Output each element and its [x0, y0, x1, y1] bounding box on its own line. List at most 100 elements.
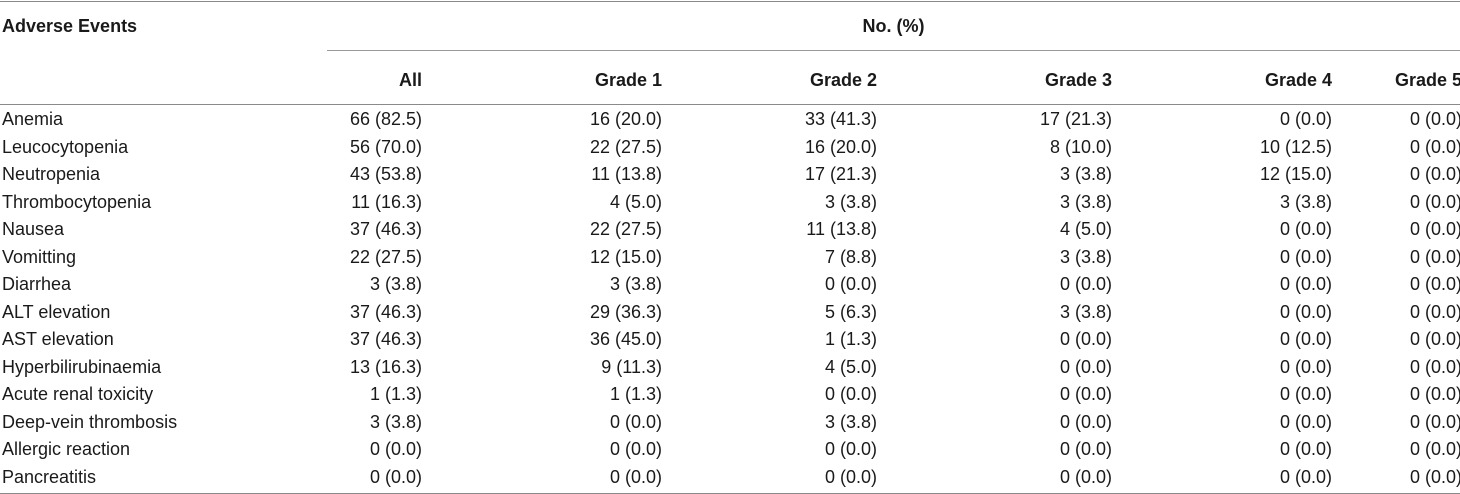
table-row: Deep-vein thrombosis 3 (3.8) 0 (0.0) 3 (3.8…	[0, 409, 1460, 437]
table-cell: 0 (0.0)	[1059, 329, 1112, 349]
row-label: Neutropenia	[2, 164, 101, 184]
row-label: Pancreatitis	[2, 466, 97, 487]
table-cell: 3 (3.8)	[824, 411, 877, 432]
table-row: Diarrhea 3 (3.8) 3 (3.8) 0 (0.0) 0 (0.0) 0 (0…	[0, 271, 1460, 299]
row-label: AST elevation	[2, 329, 114, 349]
table-cell: 4 (5.0)	[824, 356, 877, 377]
table-cell: 0 (0.0)	[1279, 384, 1332, 404]
table-cell: 0 (0.0)	[1409, 219, 1460, 239]
table-cell: 0 (0.0)	[1409, 384, 1460, 404]
table-cell: 0 (0.0)	[1409, 136, 1460, 157]
table-cell: 33 (41.3)	[804, 109, 877, 129]
table-cell: 0 (0.0)	[1059, 466, 1112, 487]
column-header-grade-1: Grade 1	[594, 69, 662, 90]
row-label: Anemia	[2, 109, 64, 129]
column-header-grade-5: Grade 5	[1394, 69, 1460, 90]
table-cell: 0 (0.0)	[609, 411, 662, 432]
table-cell: 4 (5.0)	[609, 191, 662, 212]
table-cell: 29 (36.3)	[589, 301, 662, 322]
table-cell: 3 (3.8)	[369, 411, 422, 432]
table-cell: 0 (0.0)	[1279, 274, 1332, 294]
table-row: Pancreatitis 0 (0.0) 0 (0.0) 0 (0.0) 0 (0.0)…	[0, 464, 1460, 492]
table-row: Vomitting 22 (27.5) 12 (15.0) 7 (8.8) 3 (3.8…	[0, 244, 1460, 272]
table-cell: 0 (0.0)	[1409, 329, 1460, 349]
table-cell: 0 (0.0)	[369, 439, 422, 459]
table-cell: 22 (27.5)	[589, 219, 662, 239]
table-cell: 11 (16.3)	[351, 191, 422, 212]
row-label: Hyperbilirubinaemia	[2, 356, 162, 377]
table-cell: 17 (21.3)	[1039, 109, 1112, 129]
table-cell: 0 (0.0)	[1059, 356, 1112, 377]
row-label: Deep-vein thrombosis	[2, 411, 178, 432]
table-cell: 0 (0.0)	[1409, 109, 1460, 129]
table-cell: 3 (3.8)	[1279, 191, 1332, 212]
row-label: Nausea	[2, 219, 65, 239]
column-header-grade-3: Grade 3	[1044, 69, 1112, 90]
table-cell: 0 (0.0)	[1279, 356, 1332, 377]
table-cell: 0 (0.0)	[1409, 191, 1460, 212]
table-cell: 0 (0.0)	[824, 384, 877, 404]
column-header-grade-4: Grade 4	[1264, 69, 1332, 90]
table-cell: 3 (3.8)	[609, 274, 662, 294]
row-label: Allergic reaction	[2, 439, 131, 459]
table-cell: 0 (0.0)	[824, 466, 877, 487]
column-header-row: All Grade 1 Grade 2 Grade 3 Grade 4 Grad…	[0, 58, 1460, 102]
row-label: Leucocytopenia	[2, 136, 129, 157]
table-row: Acute renal toxicity 1 (1.3) 1 (1.3) 0 (0.0…	[0, 381, 1460, 409]
table-cell: 1 (1.3)	[369, 384, 422, 404]
table-cell: 13 (16.3)	[349, 356, 422, 377]
table-cell: 0 (0.0)	[1279, 411, 1332, 432]
table-cell: 16 (20.0)	[804, 136, 877, 157]
table-cell: 43 (53.8)	[349, 164, 422, 184]
table-cell: 37 (46.3)	[349, 301, 422, 322]
table-cell: 3 (3.8)	[1059, 191, 1112, 212]
row-label: Acute renal toxicity	[2, 384, 154, 404]
header-rule	[0, 104, 1460, 105]
table-row: ALT elevation 37 (46.3) 29 (36.3) 5 (6.3) 3 …	[0, 299, 1460, 327]
column-header-grade-2: Grade 2	[809, 69, 877, 90]
table-cell: 0 (0.0)	[609, 439, 662, 459]
table-cell: 1 (1.3)	[609, 384, 662, 404]
column-header-all: All	[398, 69, 422, 90]
table-cell: 22 (27.5)	[589, 136, 662, 157]
row-label: Vomitting	[2, 246, 77, 267]
table-cell: 3 (3.8)	[1059, 164, 1112, 184]
table-cell: 16 (20.0)	[589, 109, 662, 129]
table-row: Thrombocytopenia 11 (16.3) 4 (5.0) 3 (3.8) 3…	[0, 189, 1460, 217]
table-cell: 0 (0.0)	[609, 466, 662, 487]
table-cell: 0 (0.0)	[1409, 466, 1460, 487]
table-cell: 56 (70.0)	[349, 136, 422, 157]
table-cell: 0 (0.0)	[1279, 246, 1332, 267]
row-header-adverse-events: Adverse Events	[2, 16, 138, 36]
table-cell: 22 (27.5)	[349, 246, 422, 267]
table-cell: 0 (0.0)	[1059, 384, 1112, 404]
row-label: Thrombocytopenia	[2, 191, 152, 212]
data-grid: All Grade 1 Grade 2 Grade 3 Grade 4 Grad…	[0, 58, 1460, 491]
table-cell: 0 (0.0)	[1059, 274, 1112, 294]
table-cell: 3 (3.8)	[824, 191, 877, 212]
table-row: Allergic reaction 0 (0.0) 0 (0.0) 0 (0.0) 0 …	[0, 436, 1460, 464]
table-cell: 0 (0.0)	[1409, 164, 1460, 184]
group-header-rule	[327, 50, 1460, 51]
table-cell: 0 (0.0)	[1279, 329, 1332, 349]
table-row: Hyperbilirubinaemia 13 (16.3) 9 (11.3) 4 (5…	[0, 354, 1460, 382]
table-cell: 11 (13.8)	[806, 219, 877, 239]
table-cell: 0 (0.0)	[369, 466, 422, 487]
table-cell: 37 (46.3)	[349, 219, 422, 239]
table-cell: 3 (3.8)	[1059, 301, 1112, 322]
table-cell: 0 (0.0)	[1409, 246, 1460, 267]
table-cell: 0 (0.0)	[824, 274, 877, 294]
table-row: Neutropenia 43 (53.8) 11 (13.8) 17 (21.3) 3 …	[0, 161, 1460, 189]
table-body: Anemia 66 (82.5) 16 (20.0) 33 (41.3) 17 (21.…	[0, 102, 1460, 491]
table-cell: 10 (12.5)	[1259, 136, 1332, 157]
table-cell: 3 (3.8)	[369, 274, 422, 294]
table-cell: 17 (21.3)	[804, 164, 877, 184]
table-cell: 7 (8.8)	[824, 246, 877, 267]
table-row: Leucocytopenia 56 (70.0) 22 (27.5) 16 (20.0…	[0, 134, 1460, 162]
table-cell: 12 (15.0)	[1259, 164, 1332, 184]
table-cell: 0 (0.0)	[1409, 356, 1460, 377]
table-cell: 0 (0.0)	[1409, 274, 1460, 294]
table-cell: 0 (0.0)	[1279, 109, 1332, 129]
table-cell: 66 (82.5)	[349, 109, 422, 129]
